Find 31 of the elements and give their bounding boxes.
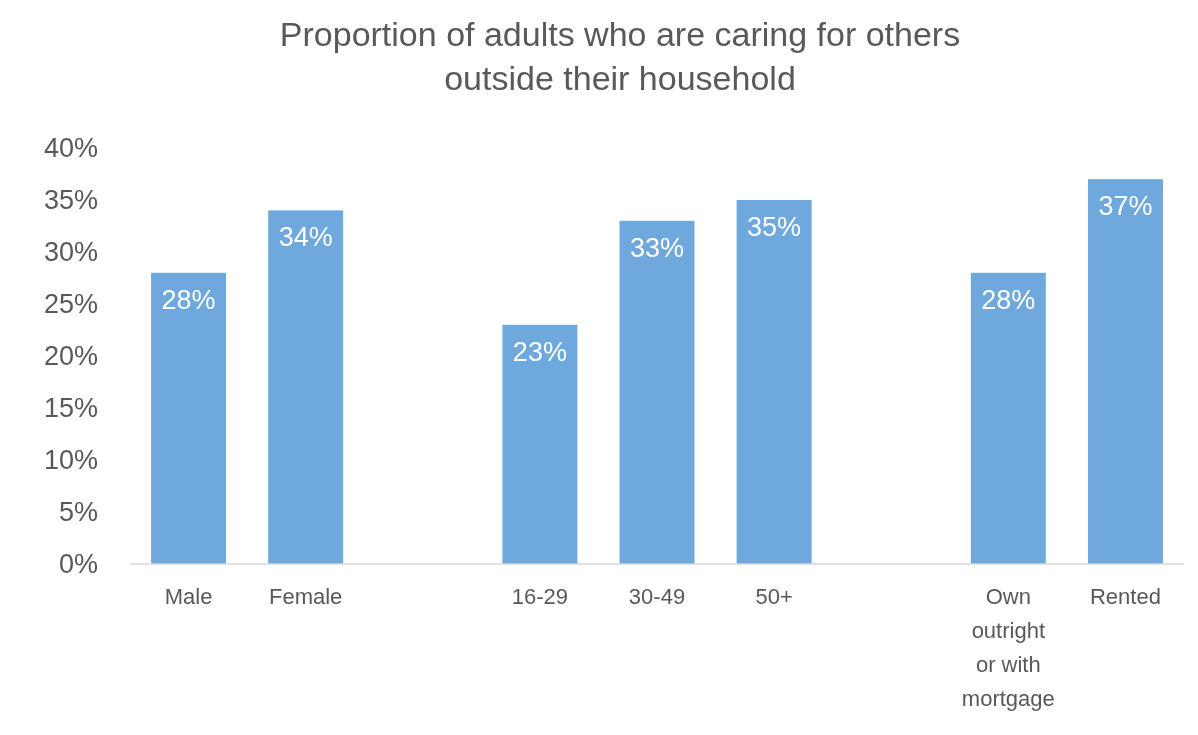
bar <box>502 324 578 564</box>
bar <box>970 272 1046 564</box>
bar <box>619 220 695 564</box>
data-label: 28% <box>981 284 1036 315</box>
bar <box>268 210 344 564</box>
data-label: 23% <box>512 336 567 367</box>
data-label: 37% <box>1098 191 1153 222</box>
x-tick-label: Rented <box>1089 584 1161 609</box>
bar <box>736 200 812 564</box>
data-label: 34% <box>278 222 333 253</box>
x-tick-label: 16-29 <box>511 584 569 609</box>
x-tick-label: Female <box>268 584 343 609</box>
y-tick-label: 15% <box>43 393 98 424</box>
y-tick-label: 0% <box>58 549 98 580</box>
y-tick-label: 35% <box>43 185 98 216</box>
y-tick-label: 30% <box>43 237 98 268</box>
y-tick-label: 5% <box>58 497 98 528</box>
bar <box>151 272 227 564</box>
y-tick-label: 20% <box>43 341 98 372</box>
x-tick-label: 30-49 <box>628 584 686 609</box>
bar <box>1087 179 1163 564</box>
data-label: 28% <box>161 284 216 315</box>
x-tick-label: Male <box>164 584 213 609</box>
x-tick-label: Own outright or with mortgage <box>961 584 1055 711</box>
y-tick-label: 25% <box>43 289 98 320</box>
data-label: 35% <box>747 212 802 242</box>
y-tick-label: 40% <box>43 133 98 164</box>
data-label: 33% <box>629 232 685 263</box>
chart-title: Proportion of adults who are caring for others outside their household <box>279 15 961 97</box>
x-tick-label: 50+ <box>755 584 793 609</box>
y-tick-label: 10% <box>43 445 98 476</box>
